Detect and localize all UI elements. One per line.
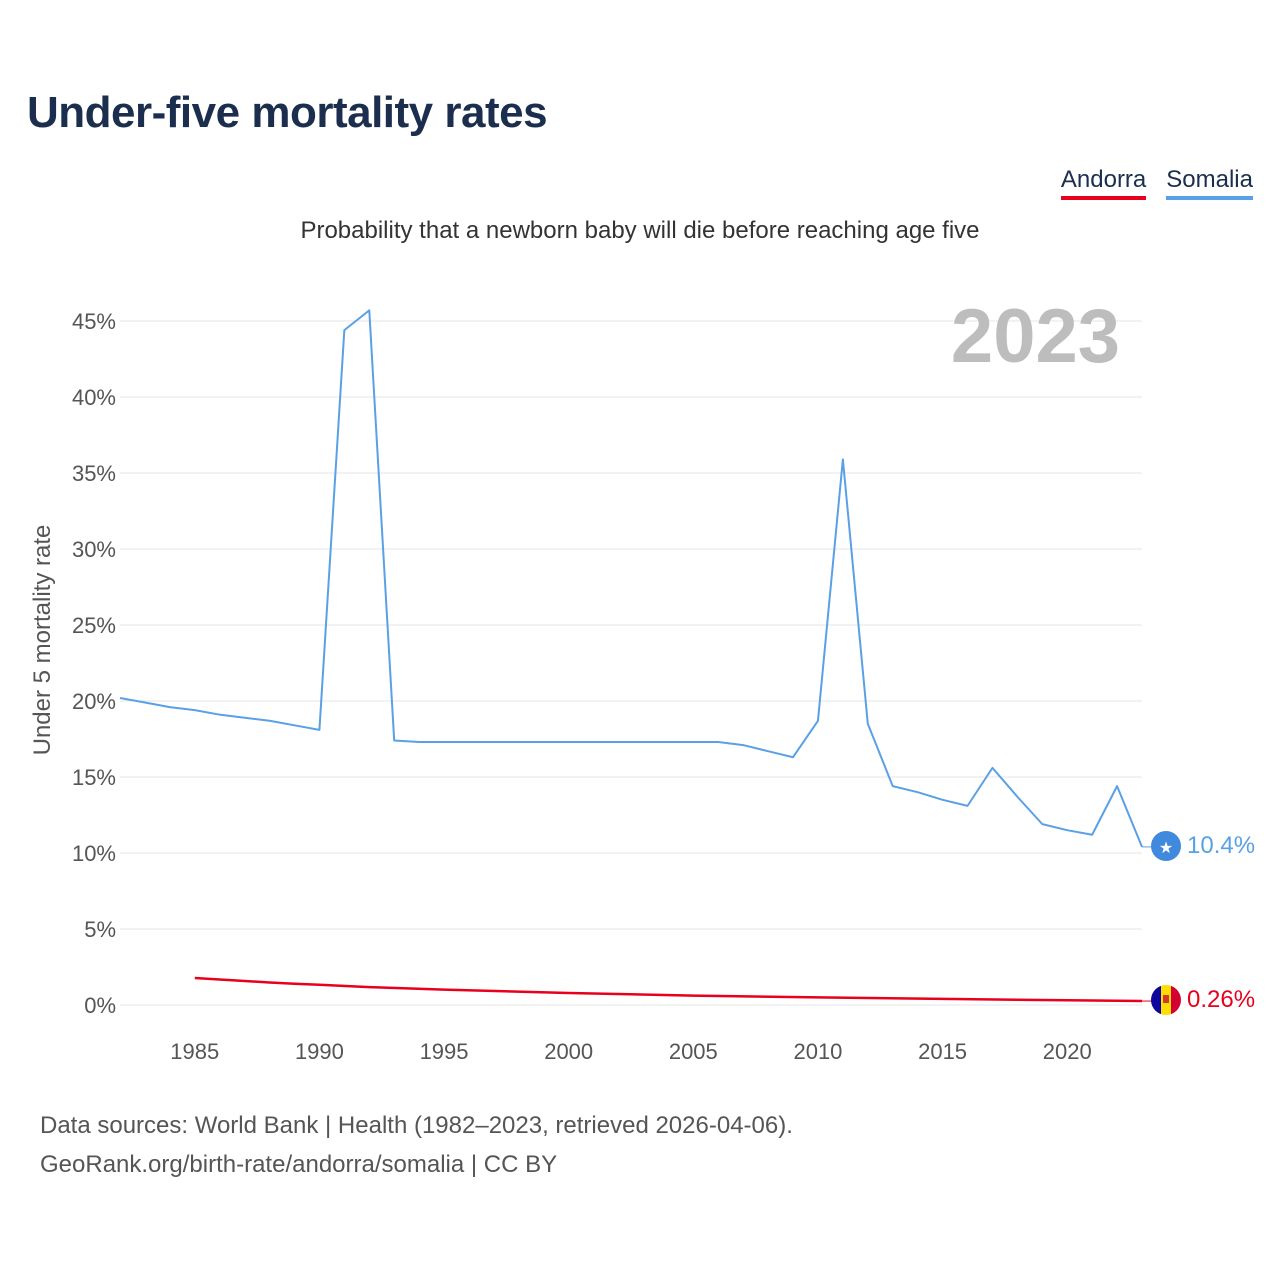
y-axis-ticks: 0% 5% 10% 15% 20% 25% 30% 35% 40% 45% <box>72 309 116 1018</box>
source-note: Data sources: World Bank | Health (1982–… <box>40 1106 793 1184</box>
y-tick-label: 15% <box>72 765 116 790</box>
y-tick-label: 40% <box>72 385 116 410</box>
year-watermark: 2023 <box>951 294 1120 379</box>
andorra-end-label: 0.26% <box>1187 986 1255 1013</box>
y-tick-label: 25% <box>72 613 116 638</box>
x-tick-label: 1985 <box>170 1039 219 1064</box>
source-line-1: Data sources: World Bank | Health (1982–… <box>40 1112 793 1139</box>
source-line-2[interactable]: GeoRank.org/birth-rate/andorra/somalia |… <box>40 1151 558 1178</box>
y-tick-label: 20% <box>72 689 116 714</box>
svg-text:★: ★ <box>1159 838 1173 857</box>
somalia-flag-icon: ★ <box>1151 831 1181 861</box>
end-markers: ★ 10.4% 0.26% <box>1151 831 1255 1015</box>
x-tick-label: 1995 <box>420 1039 469 1064</box>
legend: Andorra Somalia <box>1060 166 1253 200</box>
y-tick-label: 45% <box>72 309 116 334</box>
y-tick-label: 0% <box>84 993 116 1018</box>
legend-item-andorra[interactable]: Andorra <box>1060 166 1147 200</box>
andorra-flag-icon <box>1151 985 1181 1015</box>
grid <box>120 320 1142 1006</box>
x-tick-label: 2005 <box>669 1039 718 1064</box>
series-line-andorra[interactable] <box>194 976 1143 1003</box>
y-tick-label: 5% <box>84 917 116 942</box>
chart-title: Under-five mortality rates <box>27 88 548 137</box>
x-tick-label: 2015 <box>918 1039 967 1064</box>
y-tick-label: 10% <box>72 841 116 866</box>
x-tick-label: 2000 <box>544 1039 593 1064</box>
legend-item-somalia[interactable]: Somalia <box>1166 166 1253 200</box>
line-chart: 0% 5% 10% 15% 20% 25% 30% 35% 40% 45% 1985 1990 199… <box>29 294 1255 1064</box>
x-tick-label: 1990 <box>295 1039 344 1064</box>
series-line-somalia[interactable] <box>119 309 1143 848</box>
chart-subtitle: Probability that a newborn baby will die… <box>300 217 980 244</box>
y-axis-label: Under 5 mortality rate <box>29 525 56 756</box>
y-tick-label: 30% <box>72 537 116 562</box>
somalia-end-label: 10.4% <box>1187 832 1255 859</box>
x-axis-ticks: 1985 1990 1995 2000 2005 2010 2015 2020 <box>170 1039 1091 1064</box>
y-tick-label: 35% <box>72 461 116 486</box>
x-tick-label: 2010 <box>793 1039 842 1064</box>
series-lines <box>119 309 1152 1003</box>
x-tick-label: 2020 <box>1043 1039 1092 1064</box>
